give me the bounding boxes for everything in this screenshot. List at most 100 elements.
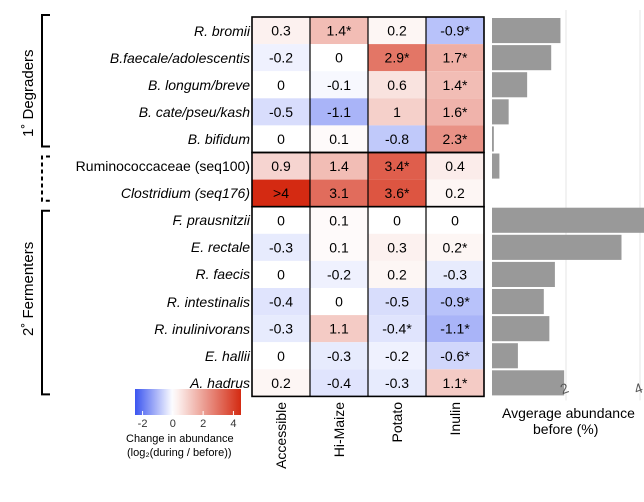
heatmap-cell bbox=[252, 369, 310, 397]
row-label: R. intestinalis bbox=[166, 293, 250, 310]
row-label: Clostridium (seq176) bbox=[120, 185, 250, 202]
cell-value: 1.1 bbox=[329, 321, 349, 337]
cell-value: 0.2 bbox=[445, 185, 465, 201]
cell-value: -0.3 bbox=[327, 348, 351, 364]
heatmap-cell bbox=[310, 233, 368, 261]
heatmap-cell bbox=[310, 369, 368, 397]
heatmap-cell bbox=[368, 17, 426, 45]
cell-value: 0 bbox=[277, 266, 285, 282]
heatmap-cell bbox=[368, 44, 426, 72]
heatmap-figure: 0.3 1.4* 0.2 -0.9* -0.2 0 2.9* 1.7* 0 -0.1 0.6 1.4*… bbox=[41, 10, 644, 430]
cell-value: 2.9* bbox=[385, 50, 410, 66]
heatmap-cell bbox=[252, 179, 310, 207]
bar bbox=[492, 72, 528, 98]
bar bbox=[492, 289, 544, 315]
bar-xlabel-2: before (%) bbox=[533, 421, 599, 437]
cell-value: -0.2 bbox=[385, 348, 409, 364]
cell-value: -0.4 bbox=[327, 375, 351, 391]
cell-value: -0.6* bbox=[440, 348, 470, 364]
cell-value: -0.4* bbox=[382, 321, 412, 337]
cell-value: -1.1* bbox=[440, 321, 470, 337]
bar bbox=[492, 316, 550, 342]
cell-value: 3.6* bbox=[385, 185, 410, 201]
cell-value: 3.4* bbox=[385, 158, 410, 174]
cell-value: 0.2 bbox=[387, 266, 407, 282]
heatmap-cell bbox=[368, 233, 426, 261]
cell-value: -0.2 bbox=[327, 266, 351, 282]
cell-value: 0 bbox=[277, 348, 285, 364]
heatmap-cell bbox=[368, 342, 426, 370]
cell-value: 0.1 bbox=[329, 212, 349, 228]
cell-value: -0.3 bbox=[385, 375, 409, 391]
cell-value: 0.3 bbox=[387, 239, 407, 255]
heatmap-cell bbox=[426, 98, 484, 126]
heatmap-cell bbox=[252, 233, 310, 261]
cell-value: 3.1 bbox=[329, 185, 349, 201]
row-label: E. rectale bbox=[190, 239, 250, 256]
heatmap-cell bbox=[252, 44, 310, 72]
bar bbox=[492, 234, 622, 260]
bar-xlabel: Avgerage abundance bbox=[502, 405, 635, 421]
heatmap-cell bbox=[252, 125, 310, 153]
cell-value: -0.9* bbox=[440, 23, 470, 39]
heatmap-cell bbox=[426, 369, 484, 397]
heatmap-cell bbox=[426, 44, 484, 72]
row-label: E. hallii bbox=[204, 347, 250, 364]
heatmap-cell bbox=[368, 98, 426, 126]
cell-value: 0.6 bbox=[387, 77, 407, 93]
cell-value: -0.1 bbox=[327, 77, 351, 93]
heatmap-cell bbox=[368, 369, 426, 397]
heatmap-cell bbox=[426, 17, 484, 45]
bracket-degraders bbox=[41, 14, 50, 148]
heatmap-cell bbox=[426, 125, 484, 153]
row-label: R. faecis bbox=[195, 266, 250, 283]
heatmap-cell bbox=[310, 152, 368, 180]
heatmap-cell bbox=[252, 98, 310, 126]
row-label: B. longum/breve bbox=[148, 76, 250, 93]
row-label: B. bifidum bbox=[187, 130, 250, 147]
heatmap-cell bbox=[310, 179, 368, 207]
colorbar-tick-label: 2 bbox=[200, 418, 206, 430]
cell-value: 0.2* bbox=[443, 239, 468, 255]
colorbar-title: Change in abundance bbox=[126, 433, 234, 445]
cell-value: 0.2 bbox=[271, 375, 291, 391]
heatmap-cell bbox=[252, 17, 310, 45]
heatmap-cell bbox=[426, 342, 484, 370]
cell-value: -0.3 bbox=[269, 321, 293, 337]
cell-value: 1 bbox=[393, 104, 401, 120]
bracket-fermenters bbox=[41, 209, 50, 396]
heatmap-cell bbox=[252, 315, 310, 343]
row-label: A. hadrus bbox=[190, 374, 250, 391]
heatmap-cell bbox=[310, 288, 368, 316]
colorbar-subtitle: (log₂(during / before)) bbox=[127, 447, 232, 459]
bar bbox=[492, 261, 555, 287]
cell-value: 0.9 bbox=[271, 158, 291, 174]
cell-value: -0.5 bbox=[269, 104, 293, 120]
cell-value: -0.8 bbox=[385, 131, 409, 147]
heatmap-cell bbox=[426, 152, 484, 180]
heatmap-cell bbox=[368, 179, 426, 207]
heatmap-cell bbox=[310, 315, 368, 343]
cell-value: 2.3* bbox=[443, 131, 468, 147]
bracket-other bbox=[41, 155, 50, 202]
bar bbox=[492, 343, 518, 369]
heatmap-cell bbox=[426, 206, 484, 234]
heatmap-cell bbox=[252, 152, 310, 180]
cell-value: -1.1 bbox=[327, 104, 351, 120]
cell-value: 0 bbox=[277, 77, 285, 93]
heatmap-cell bbox=[252, 206, 310, 234]
row-label: B. cate/pseu/kash bbox=[138, 103, 250, 120]
cell-value: -0.3 bbox=[443, 266, 467, 282]
heatmap-cell bbox=[368, 315, 426, 343]
cell-value: 0 bbox=[277, 212, 285, 228]
heatmap-cell bbox=[252, 260, 310, 288]
colorbar-tick-label: -2 bbox=[138, 418, 148, 430]
bar bbox=[492, 45, 552, 71]
heatmap-cell bbox=[426, 288, 484, 316]
cell-value: 1.4* bbox=[443, 77, 468, 93]
bar bbox=[492, 99, 509, 125]
cell-value: -0.5 bbox=[385, 294, 409, 310]
cell-value: 1.6* bbox=[443, 104, 468, 120]
heatmap-cell bbox=[310, 98, 368, 126]
bar-tick-label: 4 bbox=[632, 379, 644, 397]
